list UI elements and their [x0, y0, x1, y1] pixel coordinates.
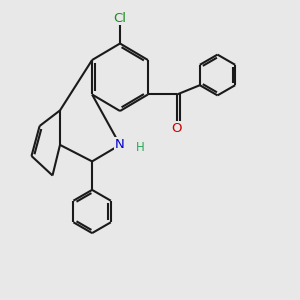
- Text: Cl: Cl: [113, 11, 127, 25]
- Text: H: H: [136, 141, 145, 154]
- Text: O: O: [172, 122, 182, 135]
- Text: N: N: [115, 138, 125, 152]
